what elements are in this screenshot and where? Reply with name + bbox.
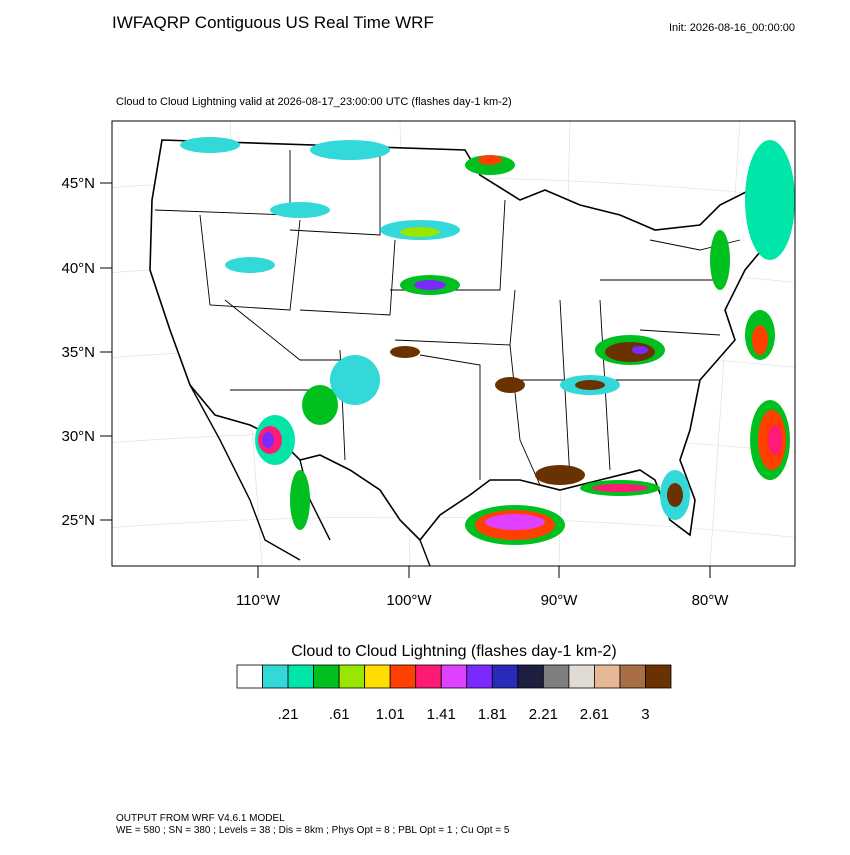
colorbar-swatch [389, 664, 417, 689]
colorbar-label: 2.21 [529, 706, 558, 723]
colorbar-swatch [568, 664, 595, 689]
colorbar: .21 .61 1.01 1.41 1.81 2.21 2.61 3 [236, 664, 672, 723]
colorbar-label: .61 [329, 706, 350, 723]
lat-label: 30°N [61, 428, 95, 445]
init-time: Init: 2026-08-16_00:00:00 [669, 22, 795, 34]
colorbar-swatch [236, 664, 263, 689]
colorbar-swatch [594, 664, 621, 689]
axis-ticks [100, 182, 711, 578]
footer-line: WE = 580 ; SN = 380 ; Levels = 38 ; Dis … [116, 825, 510, 836]
map-subtitle: Cloud to Cloud Lightning valid at 2026-0… [116, 96, 512, 108]
colorbar-swatch [364, 664, 391, 689]
lon-label: 90°W [541, 592, 579, 609]
title: IWFAQRP Contiguous US Real Time WRF [112, 13, 434, 32]
lon-label: 80°W [692, 592, 730, 609]
colorbar-swatch [645, 664, 672, 689]
colorbar-label: 3 [641, 706, 649, 723]
lat-label: 25°N [61, 512, 95, 529]
map [100, 120, 796, 578]
lon-label: 100°W [386, 592, 432, 609]
colorbar-title: Cloud to Cloud Lightning (flashes day-1 … [291, 643, 617, 660]
colorbar-swatch [440, 664, 468, 689]
lat-label: 40°N [61, 260, 95, 277]
footer-line: OUTPUT FROM WRF V4.6.1 MODEL [116, 813, 285, 824]
colorbar-swatch [313, 664, 340, 689]
colorbar-label: 1.01 [376, 706, 405, 723]
colorbar-label: 1.41 [427, 706, 456, 723]
colorbar-swatch [542, 664, 570, 689]
colorbar-swatch [491, 664, 519, 689]
colorbar-swatch [466, 664, 493, 689]
colorbar-swatch [517, 664, 544, 689]
colorbar-swatch [619, 664, 646, 689]
lat-label: 45°N [61, 175, 95, 192]
map-frame [111, 120, 796, 567]
us-outline [149, 139, 795, 542]
colorbar-label: .21 [278, 706, 299, 723]
colorbar-swatch [287, 664, 314, 689]
colorbar-label: 2.61 [580, 706, 609, 723]
lightning-field [180, 137, 795, 545]
colorbar-label: 1.81 [478, 706, 507, 723]
lat-label: 35°N [61, 344, 95, 361]
lon-label: 110°W [236, 592, 281, 609]
colorbar-swatch [338, 664, 366, 689]
colorbar-swatch [415, 664, 442, 689]
colorbar-swatch [262, 664, 289, 689]
